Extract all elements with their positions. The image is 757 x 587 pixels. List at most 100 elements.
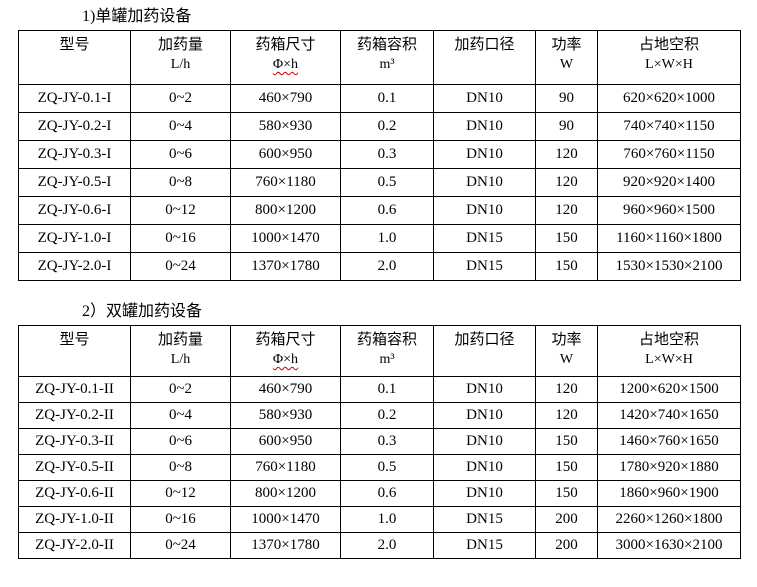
table-row: ZQ-JY-0.3-II 0~6 600×950 0.3 DN10 150 1460×760… [18,428,741,455]
table-row: ZQ-JY-0.6-II 0~12 800×1200 0.6 DN10 150 1860×9… [18,480,741,507]
table-cell: 460×790 [230,376,341,403]
table-body: ZQ-JY-0.1-I 0~2 460×790 0.1 DN10 90 620×620×10… [18,84,741,281]
table-cell: 90 [535,84,598,113]
table-cell: 760×1180 [230,454,341,481]
column-header-title: 功率 [551,332,582,348]
table-cell: DN10 [433,112,536,141]
table-cell: 0.6 [340,480,434,507]
header-row: 型号 加药量 L/h 药箱尺寸 Φ×h 药箱容积 m³ 加药口径 功率 W 占地空积 L×W×H [18,30,741,85]
table-body: ZQ-JY-0.1-II 0~2 460×790 0.1 DN10 120 1200×620… [18,376,741,559]
table-cell: 1530×1530×2100 [597,252,741,281]
table-cell: 0~8 [130,454,231,481]
table-cell: 0~8 [130,168,231,197]
table-cell: 0.3 [340,428,434,455]
column-header: 功率 W [535,325,598,377]
column-header-title: 占地空积 [638,332,699,348]
table-cell: 960×960×1500 [597,196,741,225]
table-cell: 760×1180 [230,168,341,197]
table-cell: ZQ-JY-1.0-II [18,506,131,533]
table-cell: 1160×1160×1800 [597,224,741,253]
table-cell: 90 [535,112,598,141]
column-header-title: 加药量 [157,37,203,53]
table-cell: 120 [535,168,598,197]
table-cell: 580×930 [230,402,341,429]
table-cell: DN10 [433,402,536,429]
table-cell: DN10 [433,140,536,169]
table-cell: 1000×1470 [230,506,341,533]
table-cell: ZQ-JY-0.1-II [18,376,131,403]
table-cell: 150 [535,252,598,281]
table-cell: 0~24 [130,532,231,559]
section-single-tank: 1)单罐加药设备 型号 加药量 L/h 药箱尺寸 Φ×h 药箱容积 m³ 加药口径 功率 W 占地空… [0,7,757,281]
table-cell: 0~4 [130,402,231,429]
column-header-unit: L×W×H [645,352,693,367]
column-header-unit: m³ [379,352,395,367]
table-cell: 0.6 [340,196,434,225]
column-header-title: 加药口径 [454,332,515,348]
table-row: ZQ-JY-0.1-I 0~2 460×790 0.1 DN10 90 620×620×10… [18,84,741,113]
section-double-tank: 2）双罐加药设备 型号 加药量 L/h 药箱尺寸 Φ×h 药箱容积 m³ 加药口径 功率 W 占地空… [0,302,757,559]
table-row: ZQ-JY-2.0-I 0~24 1370×1780 2.0 DN15 150 1530×1… [18,252,741,281]
table-cell: ZQ-JY-0.6-II [18,480,131,507]
column-header-title: 药箱尺寸 [255,332,316,348]
table-cell: 150 [535,454,598,481]
column-header: 占地空积 L×W×H [597,30,741,85]
double-tank-spec-table: 型号 加药量 L/h 药箱尺寸 Φ×h 药箱容积 m³ 加药口径 功率 W 占地空积 L×W×H ZQ… [18,325,741,559]
table-cell: 0.2 [340,112,434,141]
table-cell: DN15 [433,532,536,559]
table-row: ZQ-JY-1.0-I 0~16 1000×1470 1.0 DN15 150 1160×1… [18,224,741,253]
column-header: 药箱容积 m³ [340,325,434,377]
table-cell: ZQ-JY-0.5-I [18,168,131,197]
table-cell: 1370×1780 [230,532,341,559]
column-header-title: 药箱容积 [356,37,417,53]
column-header-unit: W [559,352,574,367]
table-cell: 600×950 [230,140,341,169]
column-header-title: 功率 [551,37,582,53]
table-cell: 120 [535,196,598,225]
table-cell: DN10 [433,454,536,481]
column-header: 药箱容积 m³ [340,30,434,85]
table-cell: 1780×920×1880 [597,454,741,481]
column-header-unit: Φ×h [272,57,299,72]
column-header-title: 药箱容积 [356,332,417,348]
table-cell: 1370×1780 [230,252,341,281]
table-cell: 1860×960×1900 [597,480,741,507]
table-cell: 1460×760×1650 [597,428,741,455]
column-header-title: 型号 [59,332,90,348]
table-cell: 150 [535,224,598,253]
table-cell: 200 [535,532,598,559]
table-row: ZQ-JY-0.5-I 0~8 760×1180 0.5 DN10 120 920×920×… [18,168,741,197]
table-cell: 0.1 [340,84,434,113]
table-cell: ZQ-JY-0.3-I [18,140,131,169]
table-cell: 0.3 [340,140,434,169]
table-cell: 0.1 [340,376,434,403]
table-cell: 0.5 [340,168,434,197]
table-cell: 150 [535,428,598,455]
column-header-unit: Φ×h [272,352,299,367]
column-header: 加药量 L/h [130,30,231,85]
table-cell: 620×620×1000 [597,84,741,113]
table-cell: DN10 [433,168,536,197]
table-cell: 0~16 [130,506,231,533]
section-title: 2）双罐加药设备 [82,303,203,320]
table-cell: ZQ-JY-0.1-I [18,84,131,113]
table-cell: 0~12 [130,196,231,225]
column-header-unit: W [559,57,574,72]
column-header-unit: L/h [170,352,191,367]
table-cell: ZQ-JY-0.2-II [18,402,131,429]
column-header-unit: L×W×H [645,57,693,72]
table-cell: 150 [535,480,598,507]
table-cell: DN15 [433,224,536,253]
column-header-unit: L/h [170,57,191,72]
table-cell: 460×790 [230,84,341,113]
table-row: ZQ-JY-0.2-II 0~4 580×930 0.2 DN10 120 1420×740… [18,402,741,429]
column-header-title: 药箱尺寸 [255,37,316,53]
table-cell: 200 [535,506,598,533]
table-cell: 740×740×1150 [597,112,741,141]
table-cell: 2.0 [340,532,434,559]
table-cell: 0~16 [130,224,231,253]
table-cell: DN15 [433,506,536,533]
table-cell: DN10 [433,84,536,113]
table-cell: DN10 [433,376,536,403]
